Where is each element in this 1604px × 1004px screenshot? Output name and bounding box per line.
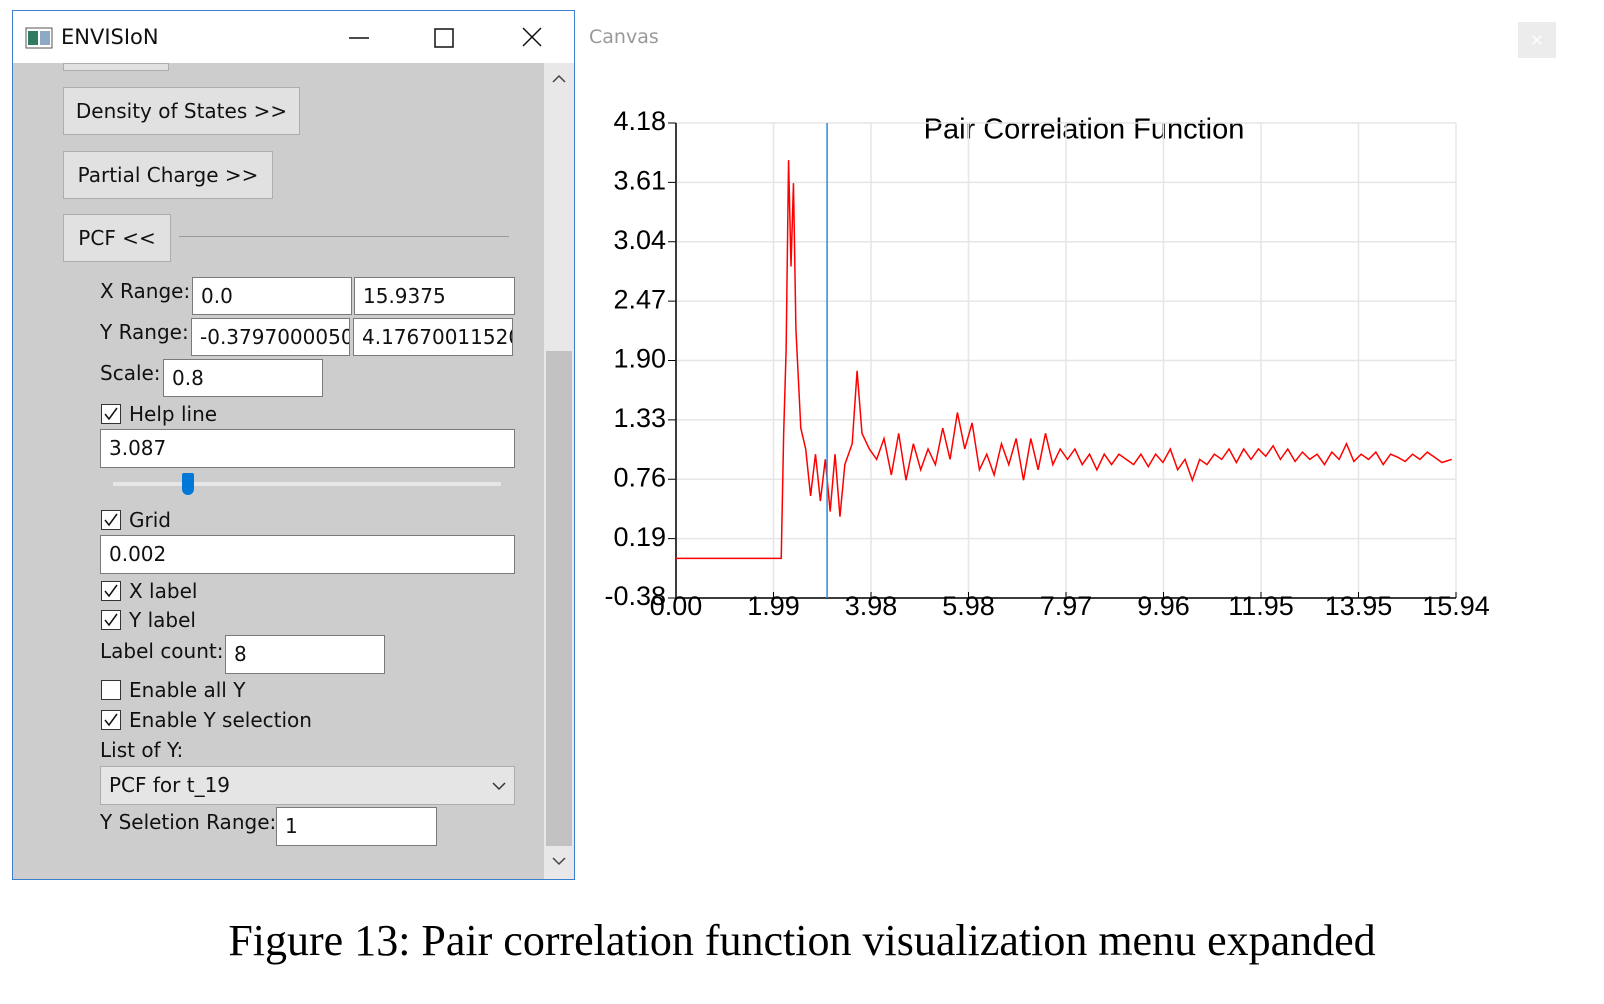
label: Y label	[129, 608, 196, 632]
window-controls[interactable]	[343, 25, 553, 51]
check-stroke	[104, 613, 118, 627]
dropdown[interactable]: PCF for t_19	[100, 766, 515, 805]
x-tick-label: 9.96	[1137, 591, 1190, 621]
x-tick-label: 11.95	[1228, 591, 1294, 621]
text-input[interactable]: -0.3797000050	[191, 318, 350, 356]
checkbox[interactable]	[101, 680, 121, 700]
text-input[interactable]: 0.0	[192, 277, 352, 315]
y-tick-label: 0.19	[613, 522, 666, 552]
y-tick-label: 3.04	[613, 225, 666, 255]
text-input[interactable]: 15.9375	[354, 277, 515, 315]
scroll-up[interactable]	[551, 73, 567, 85]
checkbox[interactable]	[101, 404, 121, 424]
checkbox[interactable]	[101, 710, 121, 730]
check-mark	[104, 513, 118, 527]
label: Enable all Y	[129, 678, 246, 702]
chart: Pair Correlation Function -0.38 0.19 0.76 1…	[604, 106, 1490, 621]
check-stroke	[104, 713, 118, 727]
x-tick-label: 13.95	[1325, 591, 1393, 621]
dropdown-value: PCF for t_19	[109, 773, 231, 797]
chart-title: Pair Correlation Function	[924, 114, 1245, 146]
canvas-close[interactable]	[1518, 22, 1556, 58]
x-tick-label: 1.99	[747, 591, 800, 621]
canvas-window: Canvas Pair Correlation Function -0.38 0.…	[575, 10, 1590, 655]
check-mark	[104, 613, 118, 627]
check-mark	[104, 713, 118, 727]
y-tick-label: 1.90	[613, 344, 666, 374]
label: Scale:	[100, 361, 161, 385]
text-input[interactable]: 0.8	[163, 359, 323, 397]
label: Y Range:	[100, 320, 189, 344]
y-tick-label: 1.33	[613, 403, 666, 433]
y-tick-label: 2.47	[613, 284, 666, 314]
y-tick-label: 3.61	[613, 166, 666, 196]
y-tick-label: -0.38	[604, 581, 666, 611]
y-tick-label: 0.76	[613, 462, 666, 492]
figure-caption: Figure 13: Pair correlation function vis…	[228, 916, 1376, 965]
x-tick-label: 15.94	[1422, 591, 1490, 621]
app-icon	[25, 27, 53, 49]
check-mark	[104, 407, 118, 421]
checkbox[interactable]	[101, 581, 121, 601]
text-input[interactable]: 8	[225, 635, 385, 674]
label: Enable Y selection	[129, 708, 312, 732]
text-input[interactable]: 3.087	[100, 429, 515, 468]
pcf-line	[676, 160, 1452, 560]
scrollbar-thumb[interactable]	[546, 351, 572, 846]
label: Grid	[129, 508, 171, 532]
x-tick-label: 5.98	[942, 591, 995, 621]
label: X Range:	[100, 279, 191, 303]
scroll-down[interactable]	[551, 855, 567, 867]
label: List of Y:	[100, 738, 184, 762]
checkbox[interactable]	[101, 510, 121, 530]
x-tick-label: 3.98	[845, 591, 898, 621]
label: Help line	[129, 402, 218, 426]
text-input[interactable]: 0.002	[100, 535, 515, 574]
separator	[179, 236, 509, 237]
slider-track[interactable]	[113, 482, 501, 486]
menu-button[interactable]: Density of States >>	[63, 87, 300, 135]
text-input[interactable]: 4.17670011520	[353, 318, 513, 356]
check-stroke	[104, 407, 118, 421]
text-input[interactable]: 1	[276, 807, 437, 846]
label: X label	[129, 579, 198, 603]
label: Label count:	[100, 639, 224, 663]
check-mark	[104, 584, 118, 598]
dropdown-chevron	[492, 782, 506, 791]
window-title: ENVISIoN	[61, 25, 159, 49]
canvas-title: Canvas	[589, 26, 659, 48]
title-bar: ENVISIoN	[13, 11, 574, 63]
check-stroke	[104, 584, 118, 598]
x-tick-label: 7.97	[1040, 591, 1093, 621]
envision-window: ENVISIoN Density of States >> Partial Ch…	[12, 10, 575, 880]
y-tick-label: 4.18	[613, 106, 666, 136]
label: Y Seletion Range:	[100, 810, 277, 834]
hidden-button[interactable]	[63, 63, 169, 71]
checkbox[interactable]	[101, 610, 121, 630]
slider-thumb[interactable]	[182, 473, 195, 495]
check-stroke	[104, 513, 118, 527]
menu-button[interactable]: PCF <<	[63, 214, 171, 262]
menu-button[interactable]: Partial Charge >>	[63, 151, 273, 199]
